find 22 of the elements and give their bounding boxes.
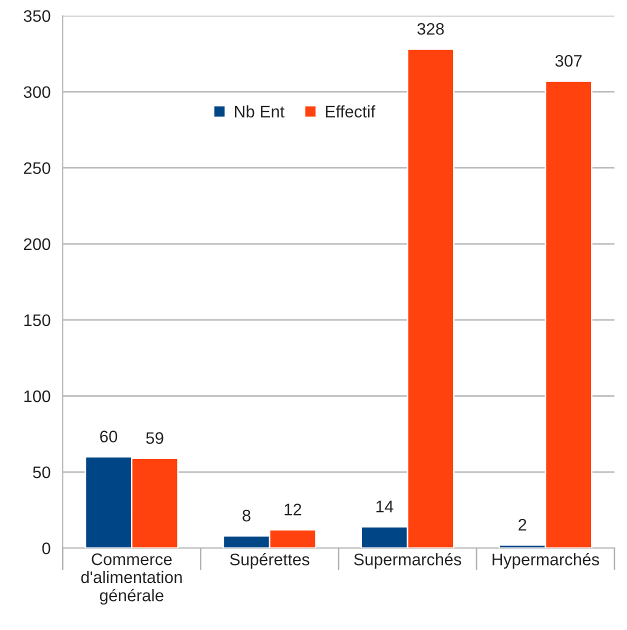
data-label: 2 (518, 518, 526, 530)
x-tick-label: Hypermarchés (492, 552, 600, 569)
data-label: 12 (284, 504, 302, 516)
y-tick-label: 350 (24, 10, 50, 22)
x-tick-label: Supermarchés (354, 552, 462, 569)
y-tick-label: 150 (24, 314, 50, 326)
legend-label: Effectif (326, 105, 376, 118)
y-tick-label: 0 (42, 542, 50, 554)
y-tick-label: 200 (24, 238, 50, 250)
y-tick-label: 250 (24, 162, 50, 174)
legend-label: Nb Ent (235, 105, 284, 118)
data-label: 59 (146, 432, 164, 444)
data-label: 328 (417, 23, 444, 35)
data-label: 60 (100, 430, 118, 442)
data-label: 8 (242, 510, 250, 522)
y-tick-label: 50 (33, 466, 50, 478)
x-tick-label: Supérettes (230, 552, 310, 569)
y-tick-label: 300 (24, 86, 50, 98)
data-label: 307 (555, 54, 582, 67)
y-tick-label: 100 (24, 390, 50, 402)
x-tick-label: Commerce d'alimentation générale (81, 553, 182, 605)
data-label: 14 (376, 500, 394, 512)
